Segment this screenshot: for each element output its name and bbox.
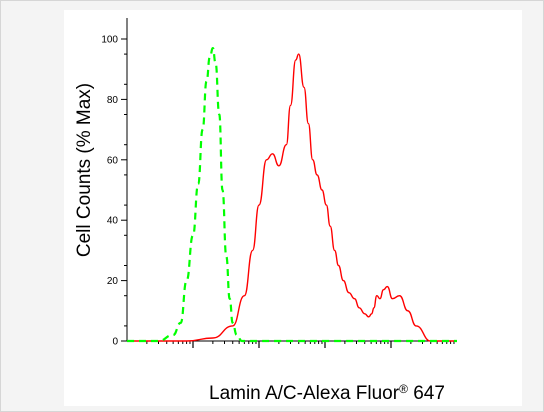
figure-panel: 0 20 40 60 80 100 Cell Counts (% Max) Lamin A…	[64, 10, 522, 406]
registered-mark: ®	[399, 382, 408, 396]
y-tick-label: 80	[107, 95, 119, 106]
sample-histogram-line	[127, 53, 457, 342]
y-axis: 0 20 40 60 80 100	[101, 18, 128, 348]
y-axis-label: Cell Counts (% Max)	[74, 83, 95, 257]
x-axis-label-main: Lamin A/C-Alexa Fluor	[209, 383, 400, 404]
y-tick-label: 20	[107, 276, 119, 287]
series-layer	[127, 47, 457, 343]
plot-area	[127, 18, 457, 341]
histogram-chart: 0 20 40 60 80 100 Cell Counts (% Max)	[74, 18, 457, 348]
y-tick-label: 100	[101, 35, 118, 46]
control-histogram-line	[127, 47, 457, 343]
y-tick-label: 0	[112, 337, 118, 348]
x-axis-label-suffix: 647	[407, 383, 445, 404]
x-axis-label: Lamin A/C-Alexa Fluor® 647	[209, 382, 445, 405]
y-tick-label: 40	[107, 216, 119, 227]
y-tick-label: 60	[107, 155, 119, 166]
